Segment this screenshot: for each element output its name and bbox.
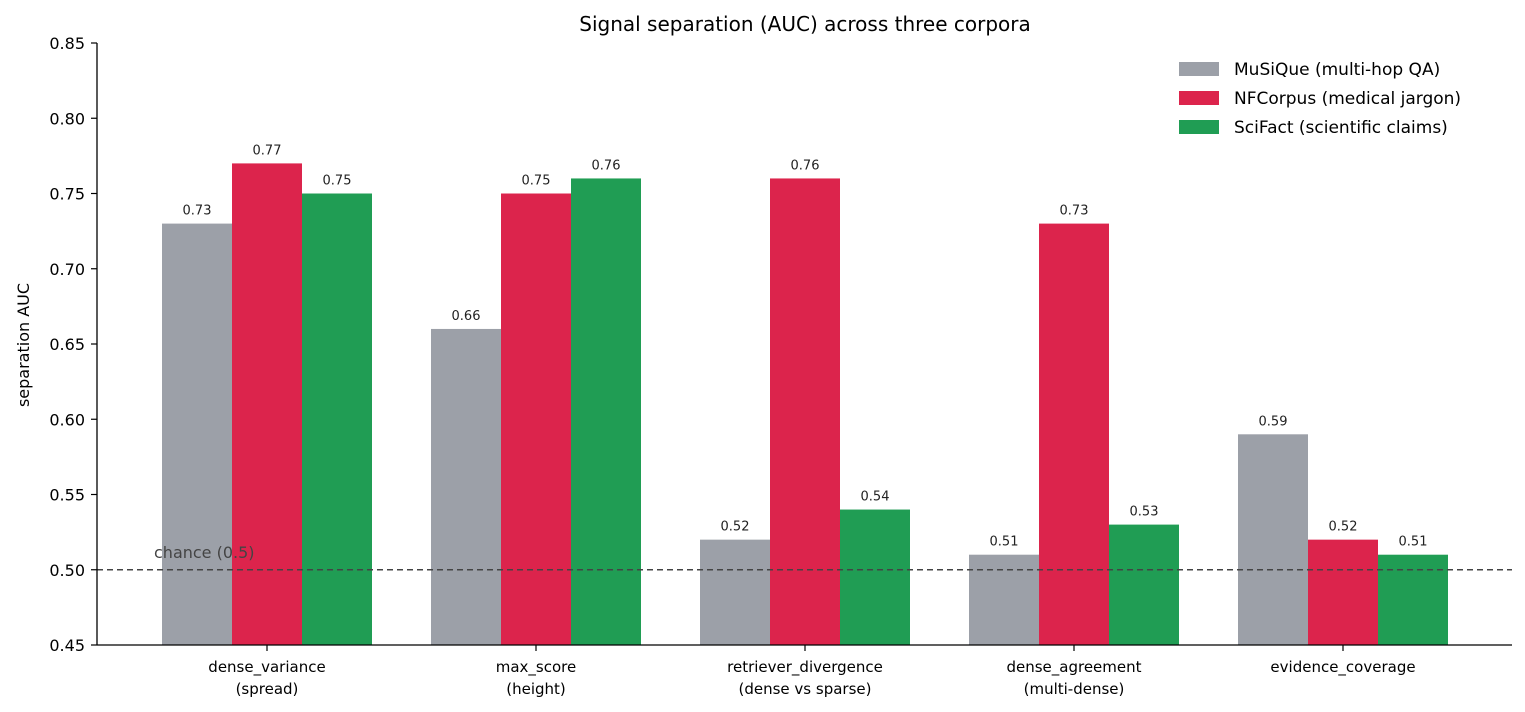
y-tick-label: 0.60 bbox=[49, 410, 85, 429]
bar-value-label: 0.54 bbox=[861, 490, 890, 505]
legend-label: NFCorpus (medical jargon) bbox=[1234, 89, 1461, 109]
bar-value-label: 0.76 bbox=[791, 158, 820, 173]
y-axis-label: separation AUC bbox=[14, 283, 33, 407]
chart-title: Signal separation (AUC) across three cor… bbox=[579, 12, 1030, 36]
bar-value-label: 0.51 bbox=[1399, 535, 1428, 550]
bar-value-label: 0.76 bbox=[592, 158, 621, 173]
y-tick-label: 0.80 bbox=[49, 109, 85, 128]
y-tick-label: 0.55 bbox=[49, 486, 85, 505]
legend-swatch bbox=[1179, 62, 1219, 76]
bar bbox=[232, 163, 302, 645]
bar-value-label: 0.75 bbox=[323, 174, 352, 189]
x-tick-label: dense_variance bbox=[208, 658, 325, 677]
bar-value-label: 0.66 bbox=[452, 309, 481, 324]
x-tick-label: retriever_divergence bbox=[727, 658, 883, 677]
bar bbox=[1039, 223, 1109, 645]
y-tick-label: 0.75 bbox=[49, 185, 85, 204]
bar bbox=[700, 539, 770, 645]
legend-swatch bbox=[1179, 120, 1219, 134]
bar bbox=[501, 193, 571, 645]
bar bbox=[1308, 539, 1378, 645]
x-tick-label: evidence_coverage bbox=[1270, 658, 1415, 677]
bar bbox=[302, 193, 372, 645]
bar-value-label: 0.75 bbox=[522, 174, 551, 189]
bar bbox=[431, 328, 501, 645]
legend-label: MuSiQue (multi-hop QA) bbox=[1234, 60, 1440, 80]
x-tick-label: max_score bbox=[496, 658, 577, 677]
bar bbox=[162, 223, 232, 645]
y-tick-label: 0.65 bbox=[49, 335, 85, 354]
bar bbox=[969, 554, 1039, 645]
x-tick-label: (dense vs sparse) bbox=[739, 680, 872, 698]
legend-swatch bbox=[1179, 91, 1219, 105]
x-tick-label: dense_agreement bbox=[1006, 658, 1141, 677]
bar-value-label: 0.53 bbox=[1130, 505, 1159, 520]
bar bbox=[1378, 554, 1448, 645]
y-tick-label: 0.50 bbox=[49, 561, 85, 580]
bar bbox=[571, 178, 641, 645]
y-tick-label: 0.70 bbox=[49, 260, 85, 279]
y-tick-label: 0.45 bbox=[49, 636, 85, 655]
chance-line-label: chance (0.5) bbox=[154, 543, 255, 562]
x-tick-label: (multi-dense) bbox=[1024, 680, 1125, 698]
bar-value-label: 0.51 bbox=[990, 535, 1019, 550]
bar-value-label: 0.52 bbox=[721, 520, 750, 535]
legend-label: SciFact (scientific claims) bbox=[1234, 118, 1448, 138]
bar bbox=[1238, 434, 1308, 645]
bar-value-label: 0.77 bbox=[253, 143, 282, 158]
plot-area: 0.45 0.50 0.55 0.60 0.65 0.70 0.75 0.80 0.85 0.73… bbox=[49, 34, 1512, 698]
x-tick-label: (spread) bbox=[236, 680, 299, 698]
bar-value-label: 0.73 bbox=[1060, 204, 1089, 219]
legend: MuSiQue (multi-hop QA) NFCorpus (medical … bbox=[1179, 60, 1461, 138]
y-tick-label: 0.85 bbox=[49, 34, 85, 53]
bar-value-label: 0.59 bbox=[1259, 414, 1288, 429]
bar bbox=[1109, 524, 1179, 645]
x-tick-label: (height) bbox=[506, 680, 566, 698]
bar bbox=[840, 509, 910, 645]
bar-value-label: 0.73 bbox=[183, 204, 212, 219]
bar-value-label: 0.52 bbox=[1329, 520, 1358, 535]
bar bbox=[770, 178, 840, 645]
